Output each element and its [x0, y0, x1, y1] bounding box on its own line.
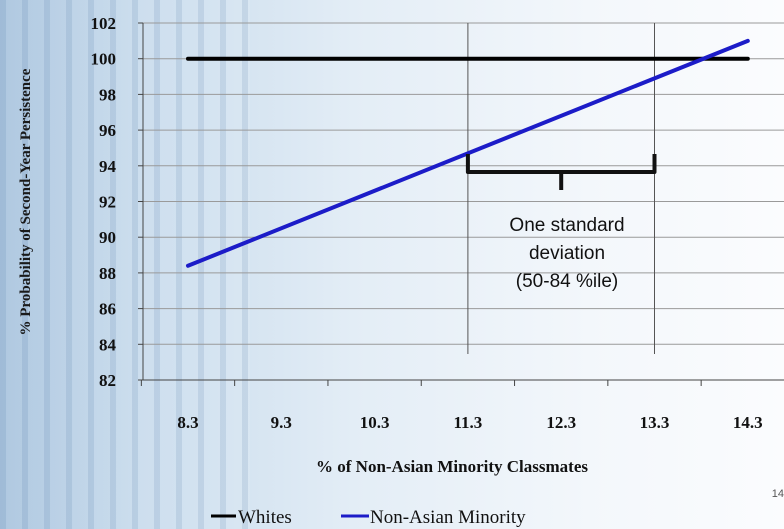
y-tick-label: 82 [99, 371, 116, 390]
series-line-non-asian-minority [186, 38, 750, 268]
background-columns [0, 0, 250, 529]
x-tick-labels: 8.3 9.3 10.3 11.3 12.3 13.3 14.3 [177, 413, 762, 432]
y-tick-label: 102 [91, 14, 117, 33]
series-lines [186, 38, 750, 268]
y-tick-label: 88 [99, 264, 116, 283]
page-number: 14 [772, 488, 784, 500]
y-tick-label: 86 [99, 300, 116, 319]
x-axis-label: % of Non-Asian Minority Classmates [316, 457, 588, 476]
standard-deviation-brace [465, 154, 657, 190]
annotation-line-1: One standard [509, 215, 624, 236]
y-axis-label: % Probability of Second-Year Persistence [18, 68, 34, 335]
x-tick-label: 14.3 [733, 413, 763, 432]
y-tick-label: 84 [99, 335, 117, 354]
y-tick-label: 98 [99, 85, 116, 104]
x-tick-label: 8.3 [177, 413, 198, 432]
legend-label-whites: Whites [238, 507, 292, 528]
legend: Whites Non-Asian Minority [211, 507, 526, 528]
y-tick-label: 100 [91, 50, 117, 69]
x-tick-label: 13.3 [640, 413, 670, 432]
x-tick-label: 10.3 [360, 413, 390, 432]
x-tick-label: 11.3 [453, 413, 482, 432]
x-tick-label: 12.3 [546, 413, 576, 432]
y-tick-label: 92 [99, 193, 116, 212]
x-tick-label: 9.3 [271, 413, 292, 432]
y-tick-label: 96 [99, 121, 116, 140]
annotation-line-3: (50-84 %ile) [516, 271, 618, 292]
legend-label-non-asian-minority: Non-Asian Minority [370, 507, 526, 528]
y-tick-label: 90 [99, 228, 116, 247]
axes [138, 22, 784, 386]
y-tick-label: 94 [99, 157, 117, 176]
y-tick-labels: 82 84 86 88 90 92 94 96 98 100 102 [91, 14, 117, 390]
annotation-line-2: deviation [529, 243, 605, 264]
gridlines [143, 22, 784, 345]
